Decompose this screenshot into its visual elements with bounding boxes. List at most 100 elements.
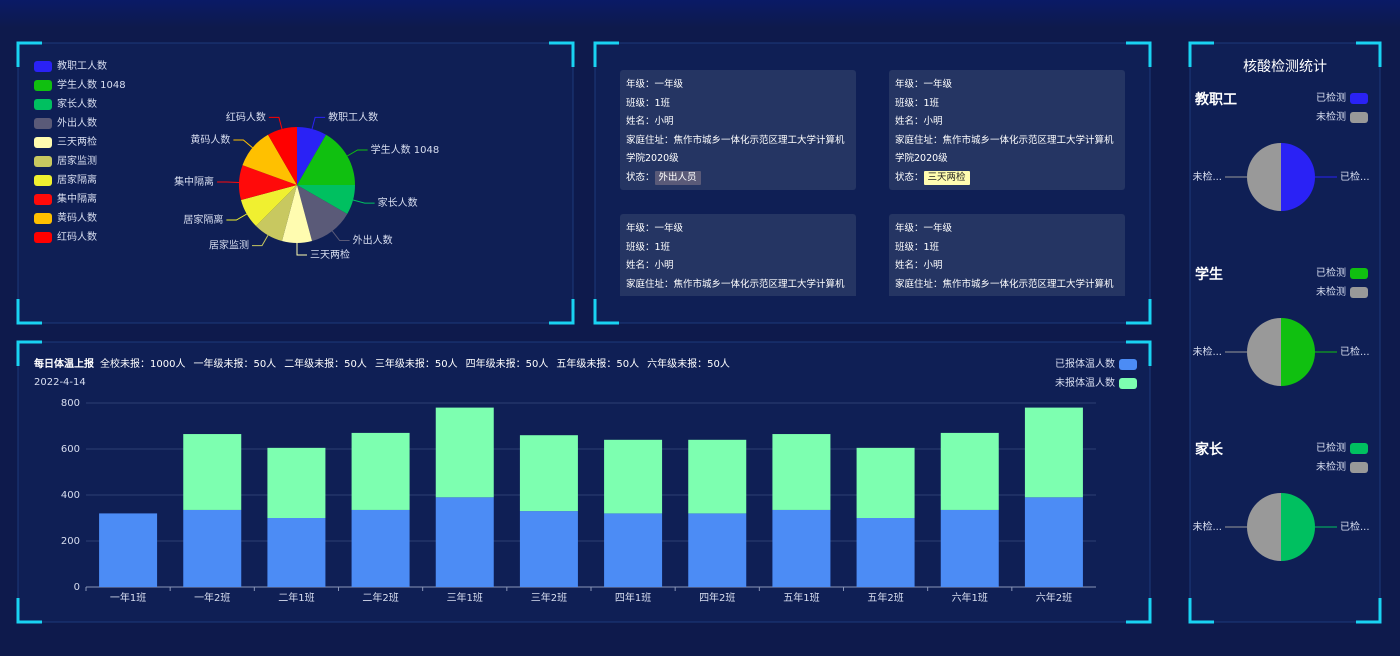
info-card: 年级：一年级班级：1班姓名：小明家庭住址：焦作市城乡一体化示范区理工大学计算机学… xyxy=(889,214,1125,296)
bar-segment xyxy=(940,509,999,587)
legend-label: 未检测 xyxy=(1316,110,1346,123)
legend-swatch xyxy=(34,80,52,91)
pie-slice xyxy=(297,185,348,242)
slice-label: 居家隔离 xyxy=(183,213,223,226)
leader-line xyxy=(311,116,326,130)
bar-segment xyxy=(772,509,831,587)
slice-label: 黄码人数 xyxy=(190,133,230,146)
y-tick-label: 0 xyxy=(74,582,80,593)
corner-bracket xyxy=(1126,299,1152,325)
slice-label: 家长人数 xyxy=(378,196,418,209)
bar-segment xyxy=(351,509,410,587)
corner-brackets xyxy=(16,41,1382,624)
legend-label: 黄码人数 xyxy=(57,211,97,224)
legend-swatch xyxy=(1119,359,1137,370)
summary-note: 四年级未报：50人 xyxy=(466,357,549,370)
legend-label: 未检测 xyxy=(1316,460,1346,473)
info-line: 班级：1班 xyxy=(626,97,671,109)
legend-label: 居家监测 xyxy=(57,154,97,167)
summary-note: 二年级未报：50人 xyxy=(284,357,367,370)
bar-segment xyxy=(772,434,831,510)
bar-segment xyxy=(688,513,747,587)
y-tick-label: 600 xyxy=(61,444,80,455)
leader-line xyxy=(217,181,240,183)
legend-label: 红码人数 xyxy=(57,230,97,243)
summary-note: 三年级未报：50人 xyxy=(375,357,458,370)
corner-bracket xyxy=(1126,340,1152,366)
status-label: 状态： xyxy=(626,171,655,183)
legend-swatch xyxy=(34,156,52,167)
pie-slice xyxy=(1247,143,1281,211)
legend-label: 已检测 xyxy=(1316,441,1346,454)
corner-bracket xyxy=(549,299,575,325)
pie-slice xyxy=(1247,493,1281,561)
slice-label: 学生人数 1048 xyxy=(371,143,440,156)
bar-segment xyxy=(183,509,242,587)
info-line: 家庭住址：焦作市城乡一体化示范区理工大学计算机学院2020级 xyxy=(626,278,845,290)
pie-slice xyxy=(297,185,355,214)
slice-label: 居家监测 xyxy=(209,239,249,252)
y-tick-label: 200 xyxy=(61,536,80,547)
bar-segment xyxy=(435,407,494,498)
leader-line xyxy=(252,234,269,247)
slice-label: 未检... xyxy=(1192,520,1222,533)
legend-swatch xyxy=(1350,443,1368,454)
pie-title: 教职工 xyxy=(1195,91,1237,108)
info-card: 年级：一年级班级：1班姓名：小明家庭住址：焦作市城乡一体化示范区理工大学计算机学… xyxy=(620,70,856,190)
bar-segment xyxy=(688,439,747,514)
pie-title: 家长 xyxy=(1195,441,1224,458)
info-line: 姓名：小明 xyxy=(626,260,674,271)
legend-label: 教职工人数 xyxy=(57,59,107,72)
pie-slice xyxy=(255,185,297,242)
x-tick-label: 三年2班 xyxy=(531,591,567,604)
top-band xyxy=(0,0,1400,28)
legend-swatch xyxy=(1119,378,1137,389)
legend-label: 未检测 xyxy=(1316,285,1346,298)
bar-segment xyxy=(519,511,578,587)
summary-note: 六年级未报：50人 xyxy=(647,357,730,370)
pie-slice xyxy=(1281,318,1315,386)
x-tick-label: 三年1班 xyxy=(447,591,483,604)
slice-label: 已检... xyxy=(1340,170,1370,183)
pie-slice xyxy=(1281,143,1315,211)
x-tick-label: 六年1班 xyxy=(952,591,988,604)
pie-slice xyxy=(242,134,297,185)
legend-swatch xyxy=(34,137,52,148)
legend-label: 已检测 xyxy=(1316,91,1346,104)
slice-label: 集中隔离 xyxy=(174,175,214,188)
x-tick-label: 二年1班 xyxy=(278,591,314,604)
summary-note: 五年级未报：50人 xyxy=(556,357,639,370)
info-card: 年级：一年级班级：1班姓名：小明家庭住址：焦作市城乡一体化示范区理工大学计算机学… xyxy=(889,70,1125,190)
slice-label: 外出人数 xyxy=(353,234,393,247)
corner-bracket xyxy=(1126,41,1152,67)
legend-swatch xyxy=(34,118,52,129)
corner-bracket xyxy=(549,41,575,67)
bar-segment xyxy=(267,518,326,587)
pie-slice xyxy=(297,134,355,185)
bar-segment xyxy=(940,432,999,510)
pie-slice xyxy=(238,165,297,201)
corner-bracket xyxy=(1126,598,1152,624)
bar-segment xyxy=(435,497,494,587)
side-panel-title: 核酸检测统计 xyxy=(1243,59,1327,75)
status-tag: 外出人员 xyxy=(654,170,701,185)
legend-swatch xyxy=(34,175,52,186)
corner-bracket xyxy=(1188,598,1214,624)
pie-title: 学生 xyxy=(1195,266,1223,283)
bar-segment xyxy=(1024,497,1083,587)
slice-label: 已检... xyxy=(1340,520,1370,533)
info-line: 家庭住址：焦作市城乡一体化示范区理工大学计算机学院2020级 xyxy=(895,278,1114,290)
bar-segment xyxy=(856,518,915,587)
leader-line xyxy=(296,243,307,256)
legend-swatch xyxy=(34,194,52,205)
slice-label: 红码人数 xyxy=(226,110,266,123)
legend-label: 居家隔离 xyxy=(57,173,97,186)
x-tick-label: 四年2班 xyxy=(699,591,735,604)
info-line: 班级：1班 xyxy=(895,241,940,253)
leader-line xyxy=(233,139,253,149)
info-line: 姓名：小明 xyxy=(895,116,943,127)
legend-label: 集中隔离 xyxy=(57,192,97,205)
status-row: 状态： 外出人员 xyxy=(626,169,850,188)
info-line: 姓名：小明 xyxy=(626,116,674,127)
